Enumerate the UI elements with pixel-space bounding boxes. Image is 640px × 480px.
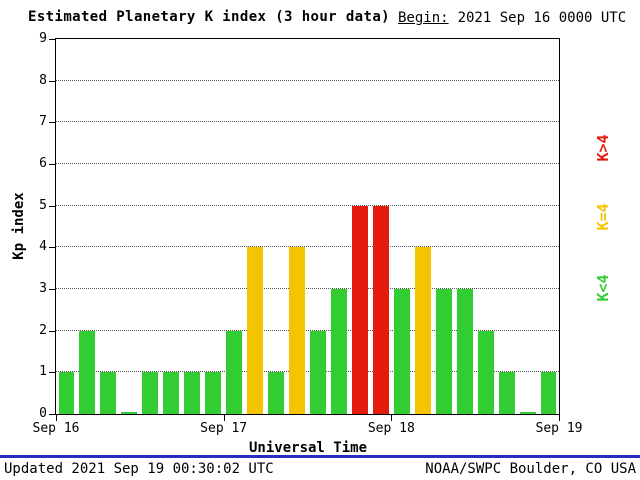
kp-bar: [372, 205, 389, 414]
legend-k-lt-4: K<4: [594, 274, 612, 302]
kp-bar: [435, 289, 452, 414]
y-tick-mark: [49, 414, 55, 415]
y-tick-mark: [49, 205, 55, 207]
y-tick-mark: [49, 164, 55, 165]
gridline: [56, 204, 559, 206]
legend-k-eq-4: K=4: [594, 203, 612, 231]
x-tick-mark: [56, 415, 57, 421]
legend-k-gt-4: K>4: [594, 134, 612, 162]
x-tick-label: Sep 18: [367, 421, 415, 436]
kp-bar: [540, 372, 557, 414]
gridline: [56, 79, 559, 81]
kp-bar: [79, 330, 96, 414]
y-tick-label: 1: [39, 364, 47, 380]
y-tick-label: 6: [39, 156, 47, 171]
x-tick-label: Sep 16: [32, 421, 80, 436]
x-tick-mark: [223, 415, 225, 421]
kp-bar: [142, 372, 159, 414]
kp-bar: [268, 372, 285, 414]
begin-value: 2021 Sep 16 0000 UTC: [457, 10, 627, 26]
kp-bar: [414, 247, 431, 414]
x-axis-title: Universal Time: [248, 440, 368, 456]
y-tick-label: 0: [39, 406, 47, 421]
y-tick-mark: [49, 122, 55, 124]
kp-bar: [58, 372, 75, 414]
footer-separator: [0, 455, 640, 458]
kp-bar: [226, 330, 243, 414]
y-tick-mark: [49, 330, 55, 332]
x-tick-mark: [559, 415, 560, 421]
gridline: [56, 121, 559, 123]
x-tick-label: Sep 19: [535, 421, 583, 436]
kp-bar: [393, 289, 410, 414]
y-tick-mark: [49, 289, 55, 290]
y-tick-mark: [49, 80, 55, 82]
chart-title: Estimated Planetary K index (3 hour data…: [28, 9, 390, 25]
x-tick-mark: [391, 415, 393, 421]
begin-label: Begin:: [398, 10, 449, 26]
kp-bar: [247, 247, 264, 414]
kp-bar: [519, 412, 536, 414]
gridline: [56, 371, 559, 373]
y-tick-label: 4: [39, 239, 47, 255]
x-tick-label: Sep 17: [200, 421, 248, 436]
y-tick-label: 9: [39, 31, 47, 46]
kp-bar: [498, 372, 515, 414]
y-tick-label: 3: [39, 281, 47, 296]
gridline: [56, 288, 559, 289]
updated-text: Updated 2021 Sep 19 00:30:02 UTC: [4, 461, 274, 477]
kp-bar: [289, 247, 305, 414]
kp-bar: [184, 372, 201, 414]
y-tick-label: 8: [39, 72, 47, 88]
kp-bar: [205, 372, 222, 414]
y-tick-mark: [49, 39, 55, 40]
kp-bar: [100, 372, 117, 414]
kp-bar: [456, 289, 473, 414]
y-tick-mark: [49, 372, 55, 374]
kp-bar: [310, 330, 326, 414]
y-tick-label: 7: [39, 114, 47, 130]
gridline: [56, 246, 559, 248]
kp-bar: [121, 412, 138, 414]
kp-bar: [351, 205, 368, 414]
begin-timestamp: Begin: 2021 Sep 16 0000 UTC: [398, 10, 626, 26]
plot-area: [55, 38, 560, 415]
kp-bar: [163, 372, 180, 414]
kp-bar: [477, 330, 494, 414]
gridline: [56, 329, 559, 331]
gridline: [56, 163, 559, 164]
kp-bar: [330, 289, 347, 414]
y-tick-label: 2: [39, 322, 47, 338]
credit-text: NOAA/SWPC Boulder, CO USA: [425, 461, 636, 477]
y-tick-label: 5: [39, 197, 47, 213]
y-tick-mark: [49, 247, 55, 249]
